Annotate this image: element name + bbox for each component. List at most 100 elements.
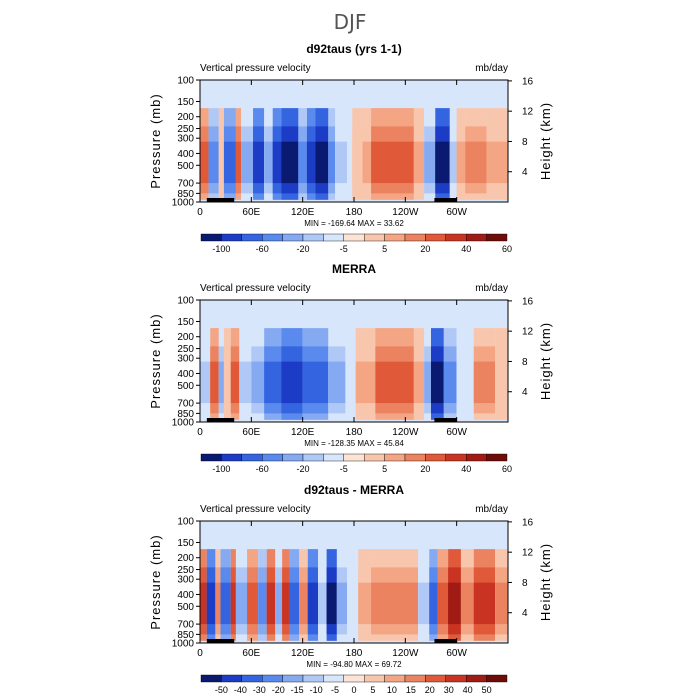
band-core bbox=[413, 141, 425, 184]
band-core bbox=[302, 361, 329, 404]
band-core bbox=[435, 141, 450, 184]
subtitle-right: mb/day bbox=[475, 504, 508, 515]
y-tick-label-right: 4 bbox=[522, 608, 528, 619]
colorbar: -100 -60 -20 -5 5 20 40 60 bbox=[200, 233, 512, 254]
topography bbox=[434, 418, 457, 422]
y-tick-label: 1000 bbox=[172, 418, 195, 429]
y-tick-label: 400 bbox=[177, 369, 194, 380]
band-core bbox=[230, 361, 240, 404]
x-tick-label: 60W bbox=[446, 648, 467, 659]
colorbar-swatch bbox=[445, 674, 467, 683]
band-core bbox=[336, 582, 348, 625]
y-tick-label: 700 bbox=[177, 399, 194, 410]
x-tick-label: 60W bbox=[446, 427, 467, 438]
y-tick-label: 250 bbox=[177, 124, 194, 135]
band-core bbox=[210, 361, 219, 404]
band-core bbox=[449, 141, 457, 184]
colorbar-swatch bbox=[486, 674, 508, 683]
band-core bbox=[371, 141, 414, 184]
band-core bbox=[266, 582, 276, 625]
y-tick-label: 700 bbox=[177, 179, 194, 190]
colorbar-swatch bbox=[221, 233, 242, 242]
band-core bbox=[264, 361, 282, 404]
band-core bbox=[298, 141, 307, 184]
y-tick-label: 100 bbox=[177, 517, 194, 528]
colorbar-label: 5 bbox=[382, 244, 387, 254]
subtitle-left: Vertical pressure velocity bbox=[200, 63, 311, 74]
band-core bbox=[272, 141, 282, 184]
colorbar-label: 60 bbox=[502, 464, 512, 474]
colorbar-swatch bbox=[466, 453, 487, 462]
colorbar-swatch bbox=[262, 453, 283, 462]
y-tick-label: 1000 bbox=[172, 639, 195, 650]
colorbar-swatch bbox=[200, 674, 222, 683]
x-tick-label: 180 bbox=[346, 207, 363, 218]
colorbar-swatch bbox=[364, 233, 385, 242]
band-core bbox=[328, 141, 336, 184]
band-core bbox=[307, 582, 319, 625]
topography bbox=[206, 198, 235, 202]
y-tick-label: 400 bbox=[177, 590, 194, 601]
min-max-stats: MIN = -94.80 MAX = 69.72 bbox=[306, 660, 402, 669]
min-max-stats: MIN = -128.35 MAX = 45.84 bbox=[304, 439, 404, 448]
colorbar-swatch bbox=[486, 233, 508, 242]
y-tick-label: 100 bbox=[177, 76, 194, 87]
colorbar-swatch bbox=[445, 453, 467, 462]
band-core bbox=[200, 582, 207, 625]
colorbar-label: -50 bbox=[215, 685, 228, 695]
y-tick-label: 500 bbox=[177, 602, 194, 613]
colorbar-label: 50 bbox=[482, 685, 492, 695]
colorbar-swatch bbox=[343, 453, 365, 462]
x-tick-label: 120E bbox=[291, 207, 315, 218]
colorbar-swatch bbox=[282, 674, 304, 683]
band-core bbox=[223, 141, 236, 184]
colorbar-label: -20 bbox=[296, 244, 309, 254]
y-tick-label: 250 bbox=[177, 565, 194, 576]
colorbar-swatch bbox=[343, 233, 365, 242]
panel-title: d92taus - MERRA bbox=[304, 483, 404, 497]
band-core bbox=[218, 141, 224, 184]
colorbar-label: 20 bbox=[420, 244, 430, 254]
colorbar-swatch bbox=[445, 233, 467, 242]
y-axis-label-right: Height (km) bbox=[538, 322, 553, 400]
colorbar-label: -10 bbox=[310, 685, 323, 695]
colorbar-label: 5 bbox=[370, 685, 375, 695]
band-core bbox=[371, 582, 419, 625]
x-tick-label: 120W bbox=[392, 207, 419, 218]
colorbar-label: 40 bbox=[461, 244, 471, 254]
chart-panel-1: d92taus (yrs 1-1) Vertical pressure veloc… bbox=[148, 42, 553, 254]
band-core bbox=[200, 141, 209, 184]
band-core bbox=[282, 582, 289, 625]
band-core bbox=[335, 141, 348, 184]
band-core bbox=[418, 582, 430, 625]
colorbar-swatch bbox=[486, 453, 508, 462]
x-tick-label: 0 bbox=[197, 648, 203, 659]
band-core bbox=[486, 141, 508, 184]
x-tick-label: 0 bbox=[197, 207, 203, 218]
colorbar-swatch bbox=[302, 674, 324, 683]
x-tick-label: 120E bbox=[291, 427, 315, 438]
y-tick-label-right: 8 bbox=[522, 578, 528, 589]
colorbar-swatch bbox=[384, 674, 406, 683]
x-tick-label: 60W bbox=[446, 207, 467, 218]
colorbar-swatch bbox=[323, 233, 344, 242]
colorbar-swatch bbox=[343, 674, 365, 683]
band-core bbox=[362, 141, 372, 184]
band-core bbox=[223, 361, 231, 404]
colorbar-swatch bbox=[466, 674, 487, 683]
colorbar-swatch bbox=[241, 233, 263, 242]
colorbar-label: -5 bbox=[331, 685, 339, 695]
colorbar-swatch bbox=[364, 674, 385, 683]
y-tick-label: 700 bbox=[177, 620, 194, 631]
colorbar: -50 -40 -30 -20 -15 -10 -5 0 5 10 15 20 30 40 50 bbox=[200, 674, 508, 695]
band-core bbox=[200, 361, 211, 404]
colorbar-label: 5 bbox=[382, 464, 387, 474]
y-axis-label-right: Height (km) bbox=[538, 102, 553, 180]
y-tick-label: 200 bbox=[177, 112, 194, 123]
band-core bbox=[424, 361, 431, 404]
band-core bbox=[347, 141, 353, 184]
colorbar-label: 0 bbox=[351, 685, 356, 695]
band-core bbox=[315, 141, 329, 184]
colorbar-label: -100 bbox=[212, 244, 230, 254]
topography bbox=[434, 198, 457, 202]
